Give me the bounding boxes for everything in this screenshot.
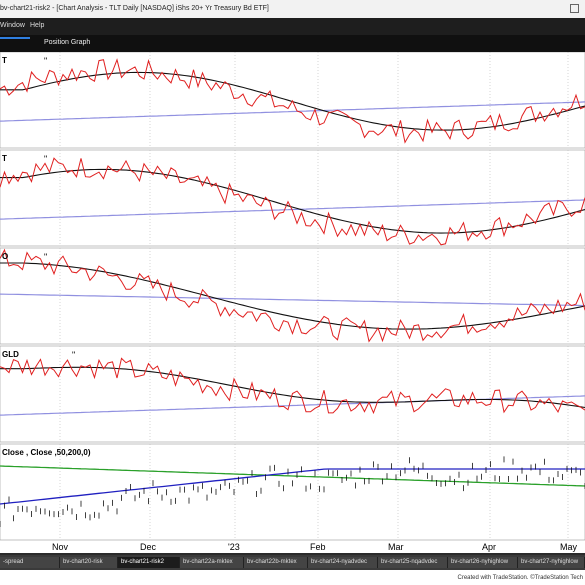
window-title-bar: bv-chart21-risk2 - [Chart Analysis - TLT… (0, 0, 585, 18)
window-title: bv-chart21-risk2 - [Chart Analysis - TLT… (0, 5, 269, 12)
pane-marker-3: " (72, 350, 75, 360)
footer: Created with TradeStation. ©TradeStation… (0, 570, 585, 585)
toolbar-accent (0, 37, 30, 39)
price-line-3 (0, 357, 585, 415)
pane-marker-1: " (44, 154, 47, 164)
tab-chart21-risk2[interactable]: bv-chart21-risk2 (118, 557, 180, 568)
long-ma-line-0 (0, 101, 585, 122)
pane-label-3: GLD (2, 350, 19, 359)
menu-bar: Window Help (0, 18, 585, 35)
tab-chart20-risk[interactable]: bv-chart20-risk (60, 557, 118, 568)
tab-chart26-nyhighlow[interactable]: bv-chart26-nyhighlow (448, 557, 518, 568)
x-axis-label-Mar: Mar (388, 542, 404, 552)
tab-chart22a-mktex[interactable]: bv-chart22a-mktex (180, 557, 244, 568)
short-ma-line-1 (0, 168, 585, 234)
tab-chart27-nyhighlow[interactable]: bv-chart27-nyhighlow (518, 557, 585, 568)
tab-chart24-nyadvdec[interactable]: bv-chart24-nyadvdec (308, 557, 378, 568)
pane-label-2: O (2, 252, 8, 261)
pane-marker-0: " (44, 56, 47, 66)
pane-frame-1 (0, 149, 585, 247)
toolbar: Position Graph (0, 35, 585, 52)
position-graph-button[interactable]: Position Graph (44, 39, 91, 46)
pane-label-1: T (2, 154, 7, 163)
x-axis-label-23: '23 (228, 542, 240, 552)
footer-credit: Created with TradeStation. ©TradeStation… (457, 575, 584, 581)
short-ma-line-2 (0, 262, 585, 330)
x-axis-label-Apr: Apr (482, 542, 496, 552)
price-line-0 (0, 58, 585, 144)
x-axis-label-Dec: Dec (140, 542, 157, 552)
chart-canvas[interactable]: T " T " O " GLD " Close , Close ,50,200,0) Nov Dec… (0, 52, 585, 553)
price-line-1 (0, 157, 585, 246)
green-ma-line (0, 465, 585, 487)
long-ma-line-2 (0, 293, 585, 307)
restore-icon[interactable] (570, 4, 579, 13)
tab-chart25-nqadvdec[interactable]: bv-chart25-nqadvdec (378, 557, 448, 568)
tab-spread[interactable]: -spread (0, 557, 60, 568)
workspace-tab-bar: -spread bv-chart20-risk bv-chart21-risk2… (0, 555, 585, 570)
x-axis-label-Nov: Nov (52, 542, 69, 552)
pane-label-0: T (2, 56, 7, 65)
pane-frame-4 (0, 443, 585, 541)
menu-window[interactable]: Window (0, 22, 25, 29)
pane-label-4: Close , Close ,50,200,0) (2, 448, 91, 457)
chart-area[interactable]: T " T " O " GLD " Close , Close ,50,200,0) Nov Dec… (0, 52, 585, 553)
pane-marker-2: " (44, 252, 47, 262)
tab-chart22b-mktex[interactable]: bv-chart22b-mktex (244, 557, 308, 568)
price-line-2 (0, 248, 585, 343)
menu-help[interactable]: Help (30, 22, 45, 29)
x-axis-label-Feb: Feb (310, 542, 326, 552)
blue-ma-line (0, 468, 585, 505)
x-axis-label-May: May (560, 542, 578, 552)
